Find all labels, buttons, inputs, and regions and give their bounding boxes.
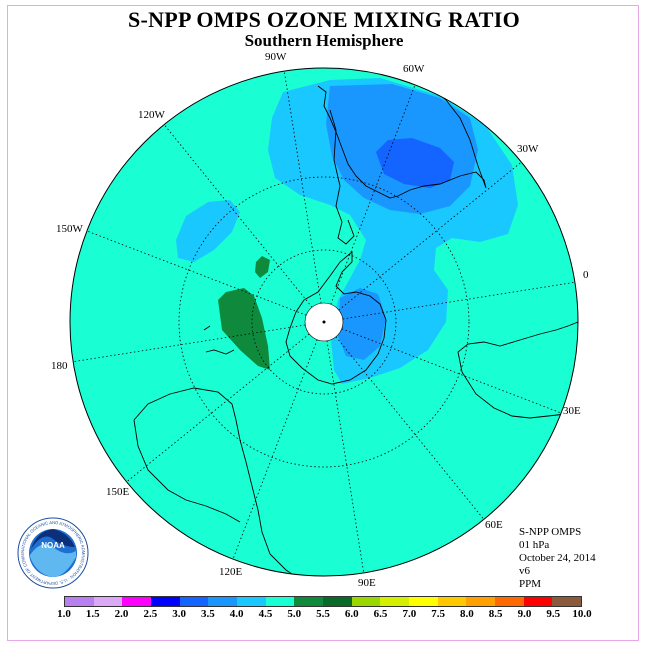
lon-label-60e: 60E: [485, 519, 503, 531]
coastline-new-zealand: [203, 325, 235, 355]
info-date: October 24, 2014: [519, 552, 596, 564]
latitude-circle: [251, 249, 397, 395]
lon-label-90e: 90E: [358, 577, 376, 589]
lon-label-30w: 30W: [517, 143, 539, 155]
colorbar-tick-label: 4.5: [258, 608, 273, 620]
colorbar-tick-label: 3.5: [201, 608, 215, 620]
colorbar-tick-label: 7.0: [402, 608, 417, 620]
lon-label-30e: 30E: [563, 405, 581, 417]
map-boundary: [69, 67, 579, 577]
coastlines: [133, 85, 578, 576]
colorbar-segment: [409, 597, 438, 606]
colorbar-tick-label: 6.5: [373, 608, 388, 620]
lon-label-120w: 120W: [138, 109, 166, 121]
meridian-line: [86, 230, 307, 316]
colorbar-segment: [380, 597, 410, 606]
coastline-africa: [457, 321, 578, 419]
colorbar-segment: [93, 597, 123, 606]
south-pole-marker: [322, 320, 326, 324]
colorbar-segment: [122, 597, 152, 606]
lon-label-90w: 90W: [265, 51, 287, 63]
info-instrument: S-NPP OMPS: [519, 526, 582, 538]
ozone-region-medium-blue: [338, 288, 386, 360]
colorbar-segment: [208, 597, 238, 606]
ozone-region-light-blue: [176, 200, 240, 262]
info-block: S-NPP OMPS 01 hPa October 24, 2014 v6 PP…: [519, 526, 596, 591]
ozone-region-green: [255, 256, 270, 278]
meridian-line: [232, 339, 318, 560]
colorbar-segment: [151, 597, 180, 606]
lon-label-180: 180: [51, 360, 68, 372]
colorbar-tick-label: 10.0: [572, 608, 592, 620]
colorbar-tick-label: 5.0: [287, 608, 302, 620]
colorbar-tick-label: 9.0: [517, 608, 532, 620]
logo-bird: [31, 529, 75, 549]
colorbar-segment: [495, 597, 524, 606]
colorbar: [64, 596, 582, 607]
colorbar-segment: [323, 597, 352, 606]
colorbar-tick-label: 4.0: [229, 608, 244, 620]
ozone-region-deep-blue: [376, 138, 454, 188]
colorbar-segment: [466, 597, 496, 606]
lon-label-150e: 150E: [106, 486, 130, 498]
colorbar-tick-label: 9.5: [546, 608, 561, 620]
colorbar-segment: [237, 597, 266, 606]
meridians: [73, 71, 575, 573]
ozone-region-green: [218, 288, 270, 370]
coastline-antarctica: [285, 251, 387, 385]
colorbar-segment: [437, 597, 467, 606]
figure-frame: [7, 5, 639, 641]
colorbar-tick-label: 8.5: [488, 608, 503, 620]
meridian-line: [283, 71, 322, 304]
noaa-logo: NATIONAL OCEANIC AND ATMOSPHERIC ADMINIS…: [17, 517, 89, 589]
colorbar-tick-label: 6.0: [344, 608, 359, 620]
colorbar-segment: [552, 597, 582, 606]
lon-label-60w: 60W: [403, 63, 425, 75]
colorbar-tick-label: 2.5: [143, 608, 158, 620]
lon-label-120e: 120E: [219, 566, 243, 578]
lon-label-0: 0: [583, 269, 589, 281]
info-version: v6: [519, 565, 530, 577]
info-units: PPM: [519, 578, 542, 590]
colorbar-tick-label: 1.5: [85, 608, 100, 620]
meridian-line: [342, 281, 575, 320]
colorbar-segment: [179, 597, 209, 606]
colorbar-segment: [265, 597, 295, 606]
colorbar-tick-label: 7.5: [431, 608, 445, 620]
lon-label-150w: 150W: [56, 223, 84, 235]
longitude-labels: 0 30E 60E 90E 120E 150E 180 150W 120W 90…: [51, 51, 589, 589]
colorbar-tick-label: 5.5: [316, 608, 330, 620]
latitude-circle: [178, 176, 470, 468]
colorbar-segment: [523, 597, 553, 606]
graticule: [73, 71, 575, 573]
map-subtitle: Southern Hemisphere: [244, 31, 404, 50]
colorbar-segment: [294, 597, 324, 606]
colorbar-tick-label: 1.0: [57, 608, 71, 620]
colorbar-ticks: 1.0 1.5 2.0 2.5 3.0 3.5 4.0 4.5 5.0 5.5 6.0 6.5 7.0 7…: [0, 608, 648, 622]
colorbar-tick-label: 3.0: [172, 608, 186, 620]
meridian-line: [330, 84, 416, 305]
colorbar-tick-label: 2.0: [114, 608, 129, 620]
meridian-line: [341, 328, 562, 414]
meridian-line: [73, 324, 306, 363]
logo-wave: [30, 544, 76, 577]
colorbar-tick-label: 8.0: [460, 608, 474, 620]
info-level: 01 hPa: [519, 539, 550, 551]
colorbar-segment: [351, 597, 381, 606]
colorbar-segment: [65, 597, 94, 606]
map-title: S-NPP OMPS OZONE MIXING RATIO: [127, 7, 521, 32]
coastline-south-america: [317, 85, 487, 245]
meridian-line: [326, 340, 365, 573]
logo-text: NOAA: [41, 541, 65, 550]
